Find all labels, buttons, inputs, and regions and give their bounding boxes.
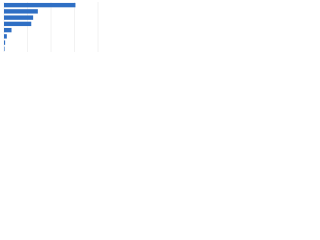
bar xyxy=(4,21,32,27)
bar xyxy=(4,2,76,8)
bar xyxy=(4,9,38,14)
bar xyxy=(4,40,6,45)
bar xyxy=(4,27,12,33)
bar xyxy=(4,15,34,20)
bar xyxy=(4,34,7,39)
bar xyxy=(4,46,5,52)
page: {"chart_data": {"type": "bar", "orientat… xyxy=(0,0,100,71)
chart xyxy=(3,2,99,52)
